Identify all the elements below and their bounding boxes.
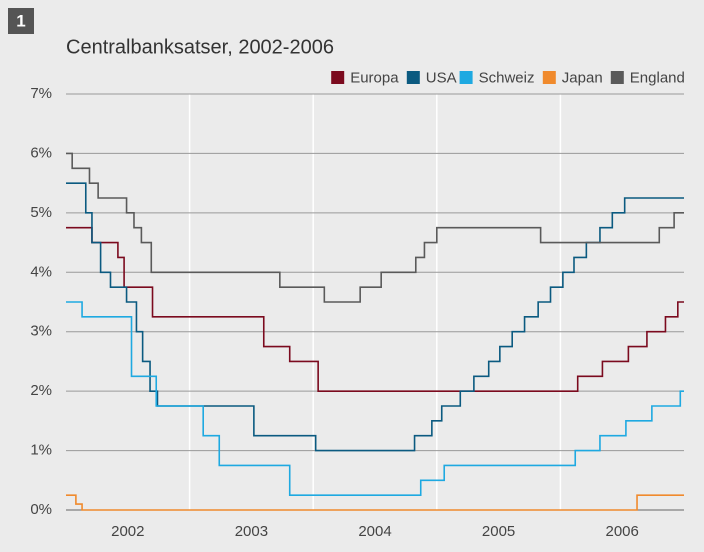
legend-swatch	[542, 71, 556, 84]
badge-box	[8, 8, 34, 34]
y-tick-label: 4%	[30, 263, 52, 280]
y-tick-label: 6%	[30, 144, 52, 161]
x-tick-label: 2003	[235, 523, 268, 540]
x-tick-label: 2005	[482, 523, 515, 540]
x-tick-label: 2006	[606, 523, 639, 540]
legend-label: USA	[426, 69, 457, 86]
series-line	[66, 301, 684, 496]
chart-title: Centralbanksatser, 2002-2006	[66, 36, 334, 58]
badge: 1	[16, 11, 25, 30]
legend-swatch	[610, 71, 624, 84]
y-tick-label: 0%	[30, 501, 52, 518]
legend-label: Europa	[350, 69, 399, 86]
y-tick-label: 7%	[30, 85, 52, 102]
y-tick-label: 5%	[30, 204, 52, 221]
y-tick-label: 2%	[30, 382, 52, 399]
series-line	[66, 152, 684, 303]
legend-swatch	[459, 71, 473, 84]
y-tick-label: 1%	[30, 442, 52, 459]
series-line	[66, 226, 684, 392]
series-line	[66, 182, 684, 452]
x-tick-label: 2002	[111, 523, 144, 540]
x-tick-label: 2004	[358, 523, 391, 540]
legend-swatch	[331, 71, 345, 84]
legend-label: England	[630, 69, 685, 86]
legend-label: Schweiz	[479, 69, 535, 86]
legend-label: Japan	[562, 69, 603, 86]
series-line	[66, 494, 684, 511]
legend-swatch	[406, 71, 420, 84]
y-tick-label: 3%	[30, 323, 52, 340]
